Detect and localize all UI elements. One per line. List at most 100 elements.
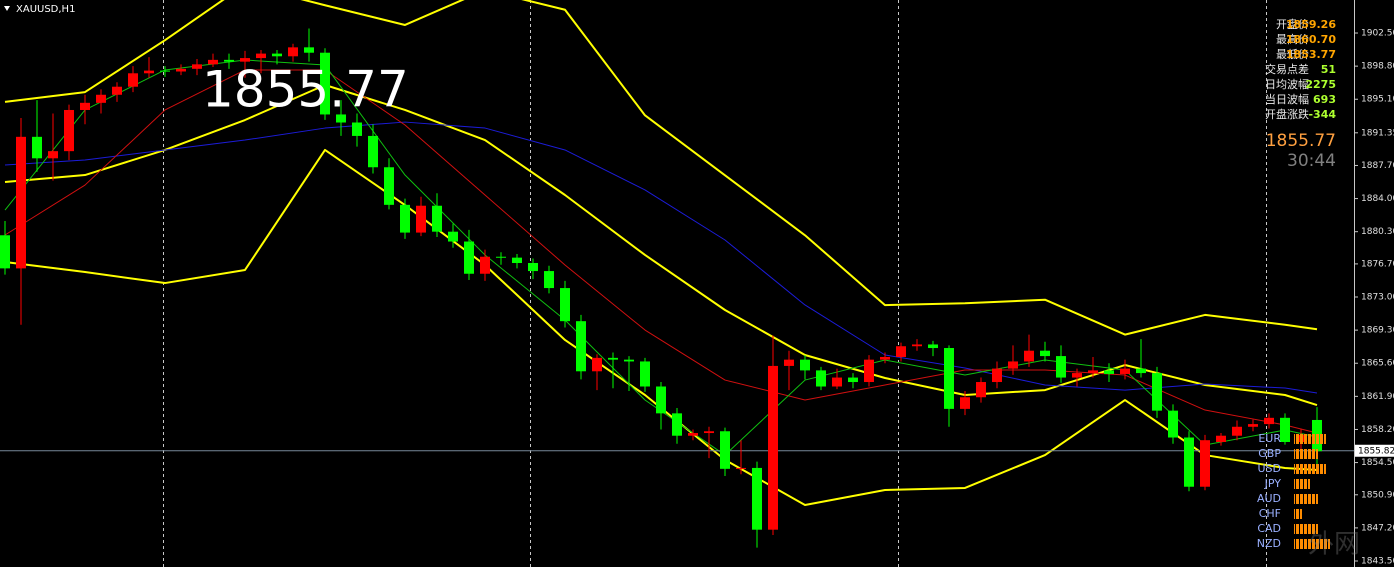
candle-body: [448, 231, 458, 242]
strength-meter: [1294, 449, 1318, 459]
candle-body: [1072, 373, 1082, 378]
y-tick-label: 1887.70: [1361, 161, 1394, 171]
y-tick-label: 1876.70: [1361, 259, 1394, 269]
currency-label: CAD: [1257, 522, 1281, 535]
candle-body: [720, 431, 730, 469]
candle-body: [1024, 350, 1034, 362]
candle-body: [848, 377, 858, 383]
candle-body: [832, 377, 842, 387]
candle-body: [944, 348, 954, 409]
currency-label: USD: [1257, 462, 1281, 475]
candle-body: [800, 359, 810, 371]
currency-label: JPY: [1264, 477, 1282, 490]
strength-meter: [1294, 509, 1302, 519]
currency-label: EUR: [1258, 432, 1281, 445]
candle-body: [576, 321, 586, 372]
strength-meter: [1294, 434, 1326, 444]
candle-body: [352, 122, 362, 136]
candle-body: [608, 357, 618, 360]
y-tick-label: 1891.35: [1361, 128, 1394, 138]
symbol-label: XAUUSD,H1: [16, 4, 75, 15]
candle-body: [928, 344, 938, 349]
y-tick-label: 1902.50: [1361, 29, 1394, 39]
candle-body: [224, 59, 234, 62]
candle-body: [1008, 361, 1018, 369]
y-tick-label: 1843.50: [1361, 557, 1394, 567]
candle-body: [128, 73, 138, 87]
candle-body: [1168, 410, 1178, 438]
y-tick-label: 1861.90: [1361, 392, 1394, 402]
candle-body: [560, 288, 570, 322]
candle-body: [976, 382, 986, 398]
currency-label: NZD: [1257, 537, 1281, 550]
info-value: 693: [1313, 93, 1336, 106]
indicator-line: [4, 121, 1318, 394]
candle-body: [112, 86, 122, 95]
currency-label: CHF: [1259, 507, 1281, 520]
candle-body: [144, 70, 154, 74]
candle-body: [816, 370, 826, 387]
candle-body: [336, 114, 346, 123]
big-price: 1855.77: [202, 61, 409, 119]
candle-body: [1216, 435, 1226, 442]
indicator-line: [4, 0, 1318, 336]
strength-meter: [1294, 524, 1318, 534]
candle-body: [528, 263, 538, 272]
candle-body: [1248, 424, 1258, 427]
currency-strength-panel: EUR GBP USD JPY AUD CHF CAD NZD: [1257, 432, 1330, 550]
candle-body: [384, 167, 394, 205]
candle-body: [0, 235, 10, 269]
candle-body: [80, 102, 90, 110]
info-value: -344: [1308, 108, 1336, 121]
info-value: 1853.77: [1286, 48, 1336, 61]
candle-body: [912, 344, 922, 347]
candle-body: [208, 59, 218, 65]
y-tick-label: 1850.90: [1361, 490, 1394, 500]
info-label: 当日波幅: [1265, 92, 1309, 106]
candle-body: [1232, 426, 1242, 436]
candle-body: [768, 365, 778, 530]
candle-body: [704, 431, 714, 434]
candle-body: [1040, 350, 1050, 357]
candle-body: [192, 64, 202, 69]
strength-meter: [1294, 479, 1310, 489]
candle-body: [784, 359, 794, 366]
candle-body: [272, 53, 282, 57]
current-price-label: 1855.82: [1358, 446, 1394, 456]
candle-body: [640, 361, 650, 387]
candle-body: [400, 204, 410, 233]
currency-label: GBP: [1258, 447, 1281, 460]
candle-body: [1200, 440, 1210, 487]
plot-area: [0, 0, 1354, 548]
candle-body: [64, 109, 74, 152]
y-tick-label: 1895.10: [1361, 95, 1394, 105]
candle-body: [32, 136, 42, 159]
info-label: 日均波幅: [1265, 78, 1309, 91]
candle-body: [736, 467, 746, 469]
current-price-box: [1355, 444, 1394, 457]
candle-body: [48, 151, 58, 159]
candle-body: [240, 58, 250, 62]
candle-body: [16, 136, 26, 269]
candle-body: [864, 359, 874, 383]
strength-meter: [1294, 464, 1326, 474]
y-tick-label: 1854.50: [1361, 458, 1394, 468]
candle-body: [96, 94, 106, 103]
info-label: 交易点差: [1265, 62, 1309, 76]
info-value: 1860.70: [1286, 33, 1336, 46]
indicator-line: [4, 69, 1318, 434]
candle-body: [752, 467, 762, 530]
info-price: 1855.77: [1266, 131, 1336, 151]
menu-triangle[interactable]: [4, 6, 10, 11]
strength-meter: [1294, 494, 1318, 504]
candle-body: [320, 52, 330, 115]
candle-body: [896, 346, 906, 357]
candle-body: [1104, 370, 1114, 374]
y-tick-label: 1865.60: [1361, 359, 1394, 369]
info-label: 开盘涨跌: [1265, 107, 1309, 121]
info-value: 2275: [1305, 78, 1336, 91]
info-label: 最高价: [1276, 32, 1309, 46]
candle-body: [1120, 368, 1130, 374]
